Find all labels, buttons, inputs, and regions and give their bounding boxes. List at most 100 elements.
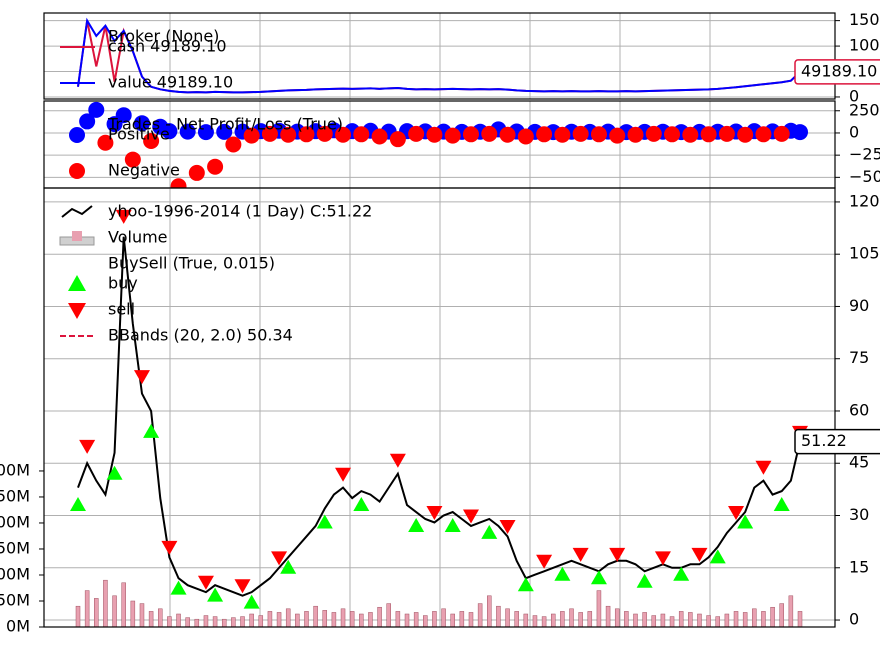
y-tick-label: 75	[849, 348, 869, 367]
sell-marker	[79, 439, 96, 454]
trade-dot	[97, 134, 114, 151]
buy-marker	[554, 566, 571, 581]
volume-bar	[249, 613, 254, 627]
trade-dot	[207, 158, 224, 175]
y-tick-label: 120	[849, 191, 880, 210]
y-tick-label: 15	[849, 557, 869, 576]
volume-bar	[514, 611, 519, 627]
buy-marker	[408, 517, 425, 532]
volume-bar	[432, 611, 437, 627]
volume-bar	[633, 613, 638, 627]
buy-marker	[143, 423, 160, 438]
sell-marker	[335, 467, 352, 482]
volume-bar	[578, 612, 583, 627]
trade-dot	[280, 126, 297, 143]
legend-label: BBands (20, 2.0) 50.34	[108, 326, 293, 345]
volume-bar	[742, 612, 748, 627]
sell-marker	[572, 547, 589, 562]
volume-bar	[112, 595, 117, 627]
y-tick-label: −250	[849, 145, 880, 164]
frame	[43, 12, 836, 100]
volume-bar	[368, 612, 373, 627]
volume-bar	[158, 608, 163, 627]
y-tick-label: 105	[849, 244, 880, 263]
y-tick-label: −500	[849, 167, 880, 186]
volume-bar	[285, 608, 291, 627]
buy-marker	[207, 587, 224, 602]
y-tick-label: 0	[849, 610, 859, 629]
volume-bar	[258, 615, 264, 627]
trade-dot	[243, 127, 260, 144]
sell-marker	[426, 506, 443, 521]
trade-dot	[261, 125, 278, 142]
legend-up	[68, 275, 86, 291]
trade-dot	[499, 126, 516, 143]
volume-bar	[614, 608, 620, 627]
volume-bar	[295, 613, 300, 627]
trade-dot	[627, 126, 644, 143]
volume-bar	[240, 616, 245, 627]
buy-marker	[709, 549, 726, 564]
volume-bar	[194, 618, 200, 627]
sell-marker	[609, 547, 626, 562]
end-label-box	[794, 428, 880, 455]
volume-bar	[313, 605, 318, 627]
volume-bar	[377, 606, 382, 627]
sell-marker	[691, 547, 708, 562]
legend-dot	[69, 163, 85, 179]
volume-bar	[450, 613, 455, 627]
trade-dot	[115, 107, 132, 124]
trade-dot	[755, 126, 772, 143]
legend-label: yhoo-1996-2014 (1 Day) C:51.22	[108, 202, 372, 221]
volume-bar	[724, 613, 730, 627]
volume-bar	[733, 611, 739, 627]
volume-bar	[212, 616, 218, 627]
trade-dot	[188, 164, 205, 181]
buy-marker	[481, 524, 498, 539]
trade-dot	[225, 136, 242, 153]
legend-label: Volume	[108, 228, 168, 247]
volume-bar	[660, 613, 666, 627]
volume-bar	[697, 613, 702, 627]
trade-dot	[572, 125, 589, 142]
legend-label: Negative	[108, 161, 180, 180]
y2-tick-label: 50M	[0, 590, 30, 609]
trade-dot	[590, 126, 607, 143]
legend-group: BuySell (True, 0.015)	[108, 254, 275, 273]
trade-dot	[216, 123, 233, 140]
volume-bar	[167, 616, 172, 627]
volume-bar	[496, 605, 501, 627]
y-tick-label: 30	[849, 505, 869, 524]
sell-marker	[271, 551, 288, 566]
volume-bar	[395, 611, 401, 627]
trade-dot	[554, 126, 571, 143]
volume-bar	[322, 610, 328, 627]
trade-dot	[79, 113, 96, 130]
trade-dot	[408, 125, 425, 142]
legend-label: buy	[108, 274, 138, 293]
trade-dot	[682, 126, 699, 143]
trade-dot	[444, 127, 461, 144]
volume-bar	[84, 590, 90, 627]
buy-marker	[737, 514, 754, 529]
volume-bar	[651, 615, 657, 627]
volume-bar	[642, 612, 647, 627]
legend-title: Broker (None)	[108, 27, 219, 46]
trade-dot	[517, 128, 534, 145]
volume-bar	[139, 603, 145, 627]
volume-bar	[423, 615, 428, 627]
volume-bar	[596, 590, 602, 627]
trade-dot	[664, 126, 681, 143]
trade-dot	[718, 125, 735, 142]
volume-bar	[304, 611, 309, 627]
volume-bar	[349, 611, 355, 627]
trade-dot	[536, 126, 553, 143]
volume-bar	[276, 612, 282, 627]
trade-dot	[462, 126, 479, 143]
volume-bar	[706, 615, 711, 627]
volume-bar	[505, 608, 510, 627]
volume-bar	[185, 617, 190, 627]
trade-dot	[792, 124, 808, 141]
buy-marker	[773, 497, 790, 512]
